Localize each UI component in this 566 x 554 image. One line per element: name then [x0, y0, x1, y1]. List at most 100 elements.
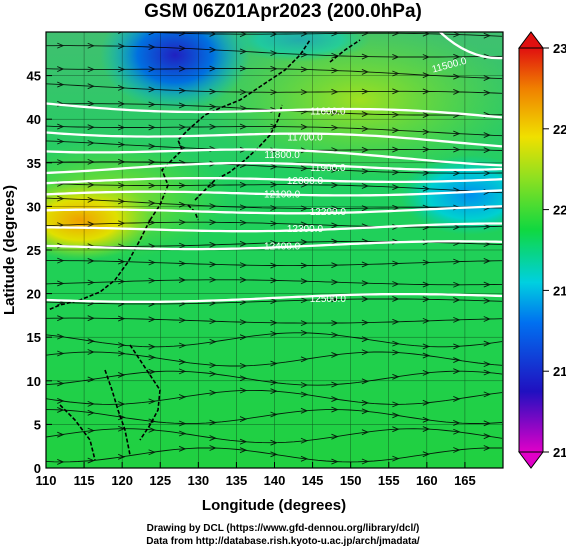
coastline — [47, 39, 361, 461]
wind-arrow — [239, 262, 248, 269]
wind-arrow — [270, 451, 278, 458]
wind-arrow — [87, 279, 95, 286]
wind-arrow — [117, 182, 126, 189]
wind-arrow — [270, 123, 278, 130]
wind-arrow — [453, 89, 461, 95]
wind-arrow — [422, 88, 431, 95]
y-tick-label: 40 — [27, 112, 41, 127]
wind-arrow — [300, 297, 309, 304]
wind-arrow — [361, 399, 370, 406]
wind-arrow — [361, 296, 370, 302]
wind-arrow — [270, 239, 278, 246]
wind-arrow — [361, 261, 370, 268]
x-tick-label: 110 — [36, 473, 57, 488]
wind-arrow — [361, 458, 370, 465]
wind-arrow — [422, 54, 431, 60]
wind-arrow — [148, 277, 156, 284]
wind-arrow — [422, 185, 431, 192]
wind-arrow — [209, 370, 217, 377]
wind-arrow — [453, 73, 461, 80]
contour-label: 12200.0 — [310, 207, 347, 218]
wind-arrow — [117, 350, 126, 357]
wind-arrow — [331, 458, 339, 465]
wind-arrow — [209, 389, 217, 396]
wind-arrow — [453, 316, 461, 323]
wind-arrow — [331, 166, 339, 173]
credits: Drawing by DCL (https://www.gfd-dennou.o… — [0, 522, 566, 548]
wind-arrow — [453, 428, 461, 435]
wind-arrow — [209, 46, 217, 53]
wind-arrow — [422, 296, 431, 303]
wind-arrow — [453, 224, 461, 231]
wind-arrow — [361, 280, 370, 287]
x-tick-label: 120 — [111, 473, 133, 488]
wind-arrow — [117, 315, 126, 322]
wind-arrow — [57, 315, 65, 322]
wind-arrow — [87, 427, 95, 434]
wind-arrow — [87, 338, 95, 345]
wind-arrow — [422, 343, 431, 350]
wind-arrow — [392, 111, 400, 118]
colorbar-tick-label: 214 — [553, 364, 566, 379]
wind-arrow — [392, 349, 400, 356]
credit-data: Data from http://database.rish.kyoto-u.a… — [146, 536, 420, 547]
wind-arrow — [209, 362, 217, 369]
wind-arrow — [87, 42, 95, 49]
wind-arrow — [331, 332, 339, 338]
wind-arrow — [361, 32, 370, 37]
wind-arrow — [148, 343, 156, 350]
wind-arrow — [300, 66, 309, 73]
map-title: GSM 06Z01Apr2023 (200.0hPa) — [144, 1, 422, 22]
height-contour — [46, 205, 503, 215]
wind-arrow — [300, 124, 309, 130]
x-tick-label: 140 — [264, 473, 286, 488]
wind-arrow — [57, 66, 65, 72]
wind-arrow — [148, 66, 156, 73]
wind-arrow — [422, 451, 431, 458]
wind-arrow — [300, 221, 309, 228]
wind-arrow — [270, 360, 278, 367]
wind-arrow — [331, 262, 339, 269]
wind-arrow — [361, 68, 370, 75]
wind-arrow — [422, 259, 431, 266]
wind-arrow — [453, 447, 461, 453]
wind-arrow — [361, 183, 370, 189]
wind-arrow — [239, 204, 248, 211]
wind-arrow — [270, 439, 278, 446]
wind-arrow — [148, 182, 156, 189]
wind-arrow — [361, 53, 370, 60]
wind-arrow — [331, 279, 339, 286]
wind-arrow — [178, 124, 187, 131]
wind-arrow — [331, 296, 339, 303]
wind-arrow — [300, 51, 309, 58]
wind-arrow — [117, 141, 126, 148]
wind-arrow — [57, 159, 65, 166]
wind-arrow — [239, 219, 248, 226]
wind-arrow — [148, 101, 156, 108]
wind-arrow — [87, 181, 95, 188]
wind-arrow — [148, 124, 156, 131]
wind-arrow — [117, 220, 126, 227]
wind-arrow — [178, 445, 187, 452]
wind-arrow — [117, 372, 126, 378]
wind-arrow — [117, 278, 126, 285]
wind-arrow — [483, 147, 491, 154]
credit-drawing: Drawing by DCL (https://www.gfd-dennou.o… — [146, 523, 420, 534]
x-tick-label: 155 — [378, 473, 400, 488]
wind-arrow — [178, 359, 187, 365]
wind-arrow — [87, 258, 95, 264]
wind-arrow — [361, 146, 370, 153]
wind-arrow — [239, 362, 248, 369]
wind-arrow — [209, 203, 217, 210]
streamline — [132, 32, 503, 37]
wind-arrow — [87, 457, 95, 464]
wind-arrow — [422, 72, 431, 79]
wind-arrow — [209, 276, 217, 283]
wind-arrow — [392, 70, 400, 77]
temperature-field — [46, 32, 503, 468]
colorbar-min-arrow — [518, 451, 544, 469]
contour-label: 11600.0 — [310, 106, 346, 117]
y-tick-label: 5 — [34, 417, 41, 432]
wind-arrow — [361, 88, 370, 95]
wind-arrow — [270, 163, 278, 170]
